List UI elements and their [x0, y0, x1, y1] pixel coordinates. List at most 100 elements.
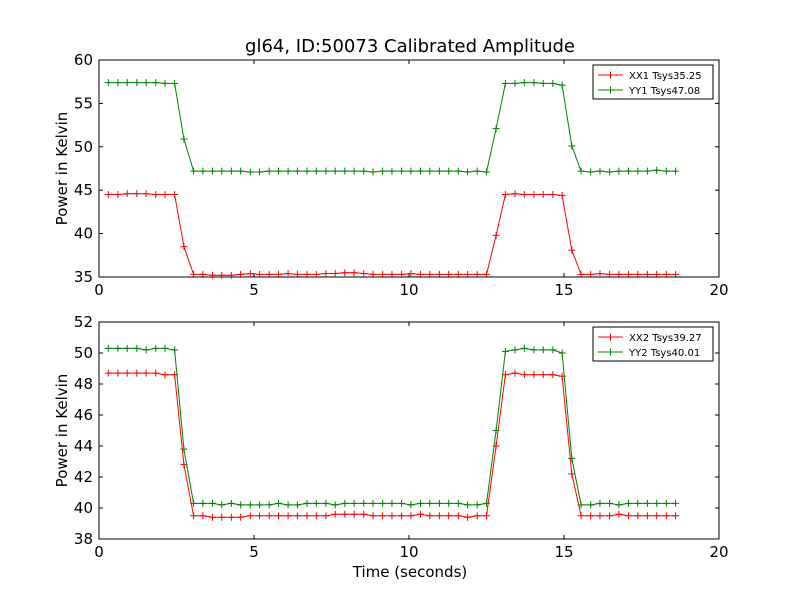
- data-point: [568, 246, 576, 254]
- data-point: [530, 346, 538, 354]
- data-point: [435, 499, 443, 507]
- data-point: [104, 344, 112, 352]
- data-point: [483, 168, 490, 176]
- data-point: [511, 346, 519, 354]
- data-point: [284, 512, 292, 520]
- data-point: [634, 270, 642, 278]
- data-point: [123, 344, 131, 352]
- data-point: [208, 499, 216, 507]
- y-tick-label: 52: [74, 313, 93, 331]
- data-point: [653, 512, 661, 520]
- data-point: [322, 167, 330, 175]
- data-point: [398, 499, 406, 507]
- data-point: [426, 270, 434, 278]
- data-point: [398, 270, 406, 278]
- x-tick-label: 0: [94, 543, 104, 561]
- data-point: [530, 79, 538, 87]
- data-point: [445, 499, 453, 507]
- data-point: [133, 369, 141, 377]
- y-tick-label: 50: [74, 344, 93, 362]
- data-point: [284, 270, 292, 278]
- y-axis-label: Power in Kelvin: [53, 112, 71, 226]
- data-point: [587, 168, 595, 176]
- data-point: [379, 167, 387, 175]
- data-point: [464, 501, 472, 509]
- data-point: [104, 191, 112, 199]
- data-point: [152, 344, 160, 352]
- y-tick-label: 38: [74, 530, 93, 548]
- data-point: [662, 270, 670, 278]
- data-point: [653, 270, 661, 278]
- data-point: [464, 270, 472, 278]
- data-point: [142, 79, 150, 87]
- data-point: [237, 270, 245, 278]
- data-point: [190, 270, 198, 278]
- data-point: [293, 270, 301, 278]
- data-point: [341, 269, 349, 277]
- data-point: [606, 270, 614, 278]
- data-point: [596, 499, 604, 507]
- data-point: [530, 371, 538, 379]
- data-point: [114, 369, 122, 377]
- data-point: [435, 270, 443, 278]
- data-point: [606, 499, 614, 507]
- data-point: [624, 499, 632, 507]
- data-point: [549, 79, 557, 87]
- data-point: [379, 512, 387, 520]
- data-point: [587, 501, 595, 509]
- y-tick-label: 44: [74, 437, 93, 455]
- y-tick-label: 42: [74, 468, 93, 486]
- data-point: [398, 512, 406, 520]
- data-point: [208, 271, 216, 279]
- data-point: [483, 512, 490, 520]
- data-point: [634, 167, 642, 175]
- data-point: [596, 512, 604, 520]
- data-point: [161, 344, 169, 352]
- data-point: [520, 371, 528, 379]
- data-point: [114, 344, 122, 352]
- data-point: [284, 501, 292, 509]
- data-point: [265, 501, 273, 509]
- data-point: [520, 191, 528, 199]
- data-point: [360, 510, 368, 518]
- data-point: [256, 512, 264, 520]
- data-point: [227, 167, 235, 175]
- data-point: [426, 499, 434, 507]
- data-point: [379, 499, 387, 507]
- y-tick-label: 45: [74, 181, 93, 199]
- data-point: [331, 270, 339, 278]
- y-tick-label: 60: [74, 51, 93, 69]
- data-point: [142, 346, 150, 354]
- data-point: [558, 81, 566, 89]
- data-point: [568, 454, 576, 462]
- data-point: [322, 270, 330, 278]
- data-point: [520, 79, 528, 87]
- data-point: [190, 512, 198, 520]
- data-point: [218, 513, 226, 521]
- data-point: [246, 501, 254, 509]
- data-point: [218, 501, 226, 509]
- data-point: [473, 270, 481, 278]
- data-point: [265, 167, 273, 175]
- data-point: [152, 369, 160, 377]
- data-point: [407, 501, 415, 509]
- y-tick-label: 48: [74, 375, 93, 393]
- data-point: [577, 501, 585, 509]
- x-tick-label: 5: [249, 281, 259, 299]
- data-point: [407, 512, 415, 520]
- data-point: [454, 499, 462, 507]
- data-point: [208, 513, 216, 521]
- data-point: [672, 270, 680, 278]
- data-point: [634, 512, 642, 520]
- data-point: [511, 190, 519, 198]
- data-point: [171, 346, 179, 354]
- data-point: [142, 369, 150, 377]
- data-point: [114, 191, 122, 199]
- x-tick-label: 10: [399, 543, 418, 561]
- data-point: [388, 270, 396, 278]
- legend-box: [592, 64, 714, 100]
- data-point: [511, 369, 519, 377]
- x-axis-label: Time (seconds): [352, 563, 468, 581]
- data-point: [530, 191, 538, 199]
- y-tick-label: 55: [74, 94, 93, 112]
